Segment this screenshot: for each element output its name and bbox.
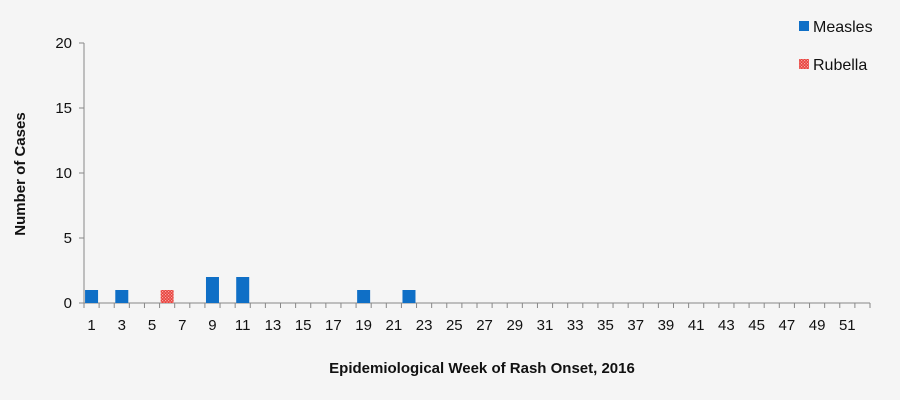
y-tick-label: 20 [55, 35, 72, 52]
x-tick-label: 45 [748, 317, 765, 334]
x-tick-label: 17 [325, 317, 342, 334]
x-tick-label: 47 [779, 317, 796, 334]
measles-bar-week-11 [236, 277, 250, 303]
x-tick-label: 39 [658, 317, 675, 334]
x-tick-label: 13 [265, 317, 282, 334]
x-axis-title: Epidemiological Week of Rash Onset, 2016 [329, 360, 635, 377]
y-tick-label: 0 [64, 295, 72, 312]
y-tick-label: 5 [64, 230, 72, 247]
measles-bar-week-1 [85, 290, 99, 303]
measles-legend-label: Measles [813, 19, 873, 36]
x-tick-label: 31 [537, 317, 554, 334]
y-tick-label: 10 [55, 165, 72, 182]
x-tick-label: 1 [87, 317, 95, 334]
x-axis: 1 3 5 7 9 11 13 15 17 19 21 23 25 27 29 31 33 35 37 39 41 43 4… [83, 302, 871, 334]
x-tick-label: 43 [718, 317, 735, 334]
measles-bar-week-3 [115, 290, 129, 303]
x-tick-label: 41 [688, 317, 705, 334]
x-tick-label: 23 [416, 317, 433, 334]
measles-bar-week-19 [357, 290, 371, 303]
y-axis-title: Number of Cases [12, 112, 29, 235]
x-tick-label: 29 [506, 317, 523, 334]
bars [85, 277, 416, 303]
measles-bar-week-9 [205, 277, 219, 303]
x-tick-label: 11 [235, 317, 251, 334]
x-tick-label: 37 [627, 317, 644, 334]
y-tick-label: 15 [55, 100, 72, 117]
x-tick-label: 51 [839, 317, 856, 334]
x-tick-label: 27 [476, 317, 493, 334]
x-tick-label: 33 [567, 317, 584, 334]
x-tick-label: 35 [597, 317, 614, 334]
measles-bar-week-22 [402, 290, 416, 303]
rubella-legend-label: Rubella [813, 57, 867, 74]
x-tick-label: 5 [148, 317, 156, 334]
rubella-legend-swatch [799, 59, 809, 69]
x-tick-label: 21 [386, 317, 403, 334]
x-tick-label: 3 [118, 317, 126, 334]
rubella-bar-week-6 [160, 290, 174, 303]
x-tick-label: 15 [295, 317, 312, 334]
y-axis: 0 5 10 15 20 [55, 35, 85, 312]
x-tick-label: 19 [355, 317, 372, 334]
x-tick-label: 49 [809, 317, 826, 334]
measles-legend-swatch [799, 21, 809, 31]
x-tick-label: 9 [208, 317, 216, 334]
x-tick-label: 7 [178, 317, 186, 334]
x-tick-label: 25 [446, 317, 463, 334]
legend: Measles Rubella [799, 19, 873, 74]
